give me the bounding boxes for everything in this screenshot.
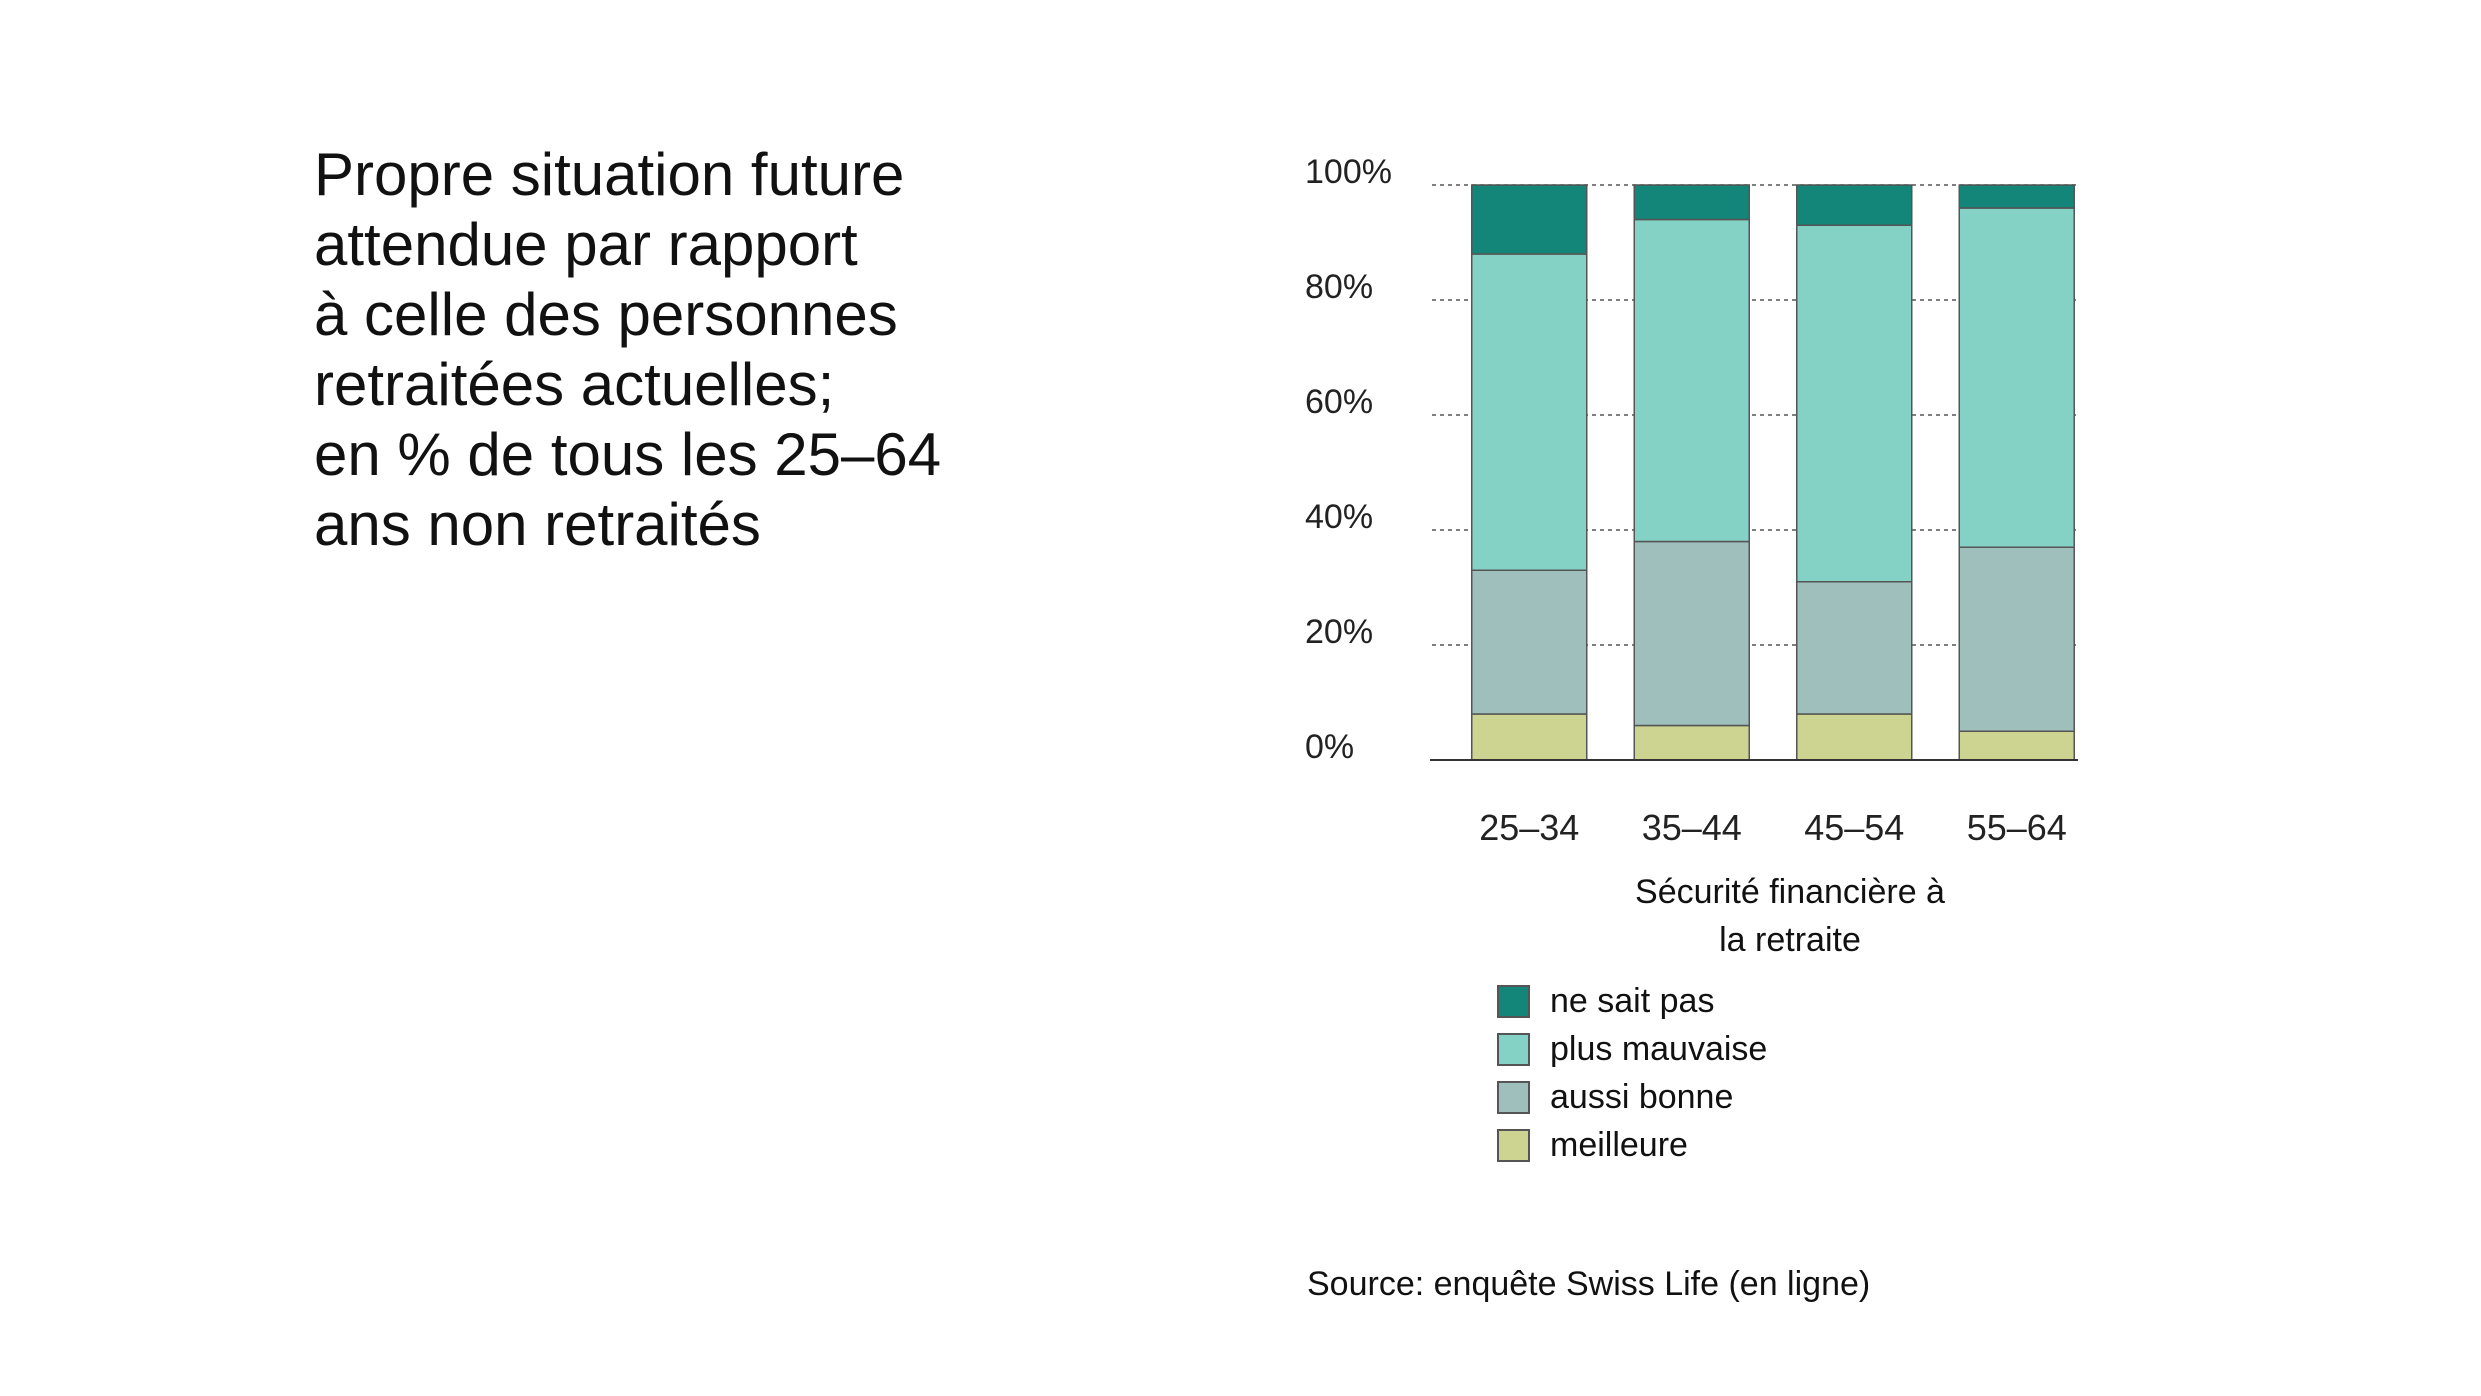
x-tick-label: 35–44 bbox=[1642, 807, 1742, 848]
bar-segment bbox=[1796, 184, 1913, 226]
legend-title: Sécurité financière à la retraite bbox=[1560, 868, 2020, 964]
legend: ne sait pas plus mauvaise aussi bonne meill… bbox=[1497, 977, 1767, 1169]
legend-swatch bbox=[1497, 1128, 1530, 1162]
legend-label: ne sait pas bbox=[1550, 981, 1715, 1020]
y-tick-label: 80% bbox=[1305, 268, 1373, 306]
legend-item: aussi bonne bbox=[1497, 1073, 1767, 1121]
bar-segment bbox=[1958, 730, 2075, 761]
stacked-bar-chart: 0% 20% 40% 60% 80% 100% 25–34 35–44 45–54 55–64 bbox=[1305, 153, 2078, 848]
bar-segment bbox=[1958, 546, 2075, 732]
title-line: attendue par rapport bbox=[314, 211, 858, 278]
bar-segment bbox=[1958, 207, 2075, 548]
bar-segment bbox=[1796, 581, 1913, 715]
x-tick-label: 55–64 bbox=[1967, 807, 2067, 848]
bar-segment bbox=[1471, 713, 1588, 761]
title-line: en % de tous les 25–64 bbox=[314, 421, 942, 488]
legend-item: plus mauvaise bbox=[1497, 1025, 1767, 1073]
legend-item: meilleure bbox=[1497, 1121, 1767, 1169]
bar-segment bbox=[1796, 713, 1913, 761]
title-line: retraitées actuelles; bbox=[314, 351, 835, 418]
legend-label: aussi bonne bbox=[1550, 1077, 1734, 1116]
title-line: ans non retraités bbox=[314, 491, 761, 558]
bar-segment bbox=[1633, 184, 1750, 221]
x-tick-label: 45–54 bbox=[1804, 807, 1904, 848]
chart-title: Propre situation future attendue par rap… bbox=[314, 140, 1074, 560]
y-tick-label: 60% bbox=[1305, 383, 1373, 421]
y-tick-label: 20% bbox=[1305, 613, 1373, 651]
legend-swatch bbox=[1497, 1032, 1530, 1066]
legend-title-line: Sécurité financière à bbox=[1635, 873, 1945, 911]
title-line: Propre situation future bbox=[314, 141, 905, 208]
bar-segment bbox=[1633, 540, 1750, 727]
bar-segment bbox=[1633, 218, 1750, 543]
legend-title-line: la retraite bbox=[1719, 921, 1861, 959]
legend-swatch bbox=[1497, 1080, 1530, 1114]
bar-segment bbox=[1958, 184, 2075, 209]
y-tick-label: 100% bbox=[1305, 153, 1392, 191]
bar-segment bbox=[1471, 569, 1588, 715]
source-note: Source: enquête Swiss Life (en ligne) bbox=[1307, 1265, 1871, 1303]
legend-item: ne sait pas bbox=[1497, 977, 1767, 1025]
bar-segment bbox=[1796, 224, 1913, 583]
legend-swatch bbox=[1497, 984, 1530, 1018]
y-tick-label: 0% bbox=[1305, 728, 1354, 766]
x-tick-label: 25–34 bbox=[1479, 807, 1579, 848]
legend-label: plus mauvaise bbox=[1550, 1029, 1768, 1068]
bar-segment bbox=[1471, 184, 1588, 255]
legend-label: meilleure bbox=[1550, 1125, 1688, 1164]
y-tick-label: 40% bbox=[1305, 498, 1373, 536]
bar-segment bbox=[1471, 253, 1588, 571]
bar-segment bbox=[1633, 724, 1750, 761]
title-line: à celle des personnes bbox=[314, 281, 898, 348]
